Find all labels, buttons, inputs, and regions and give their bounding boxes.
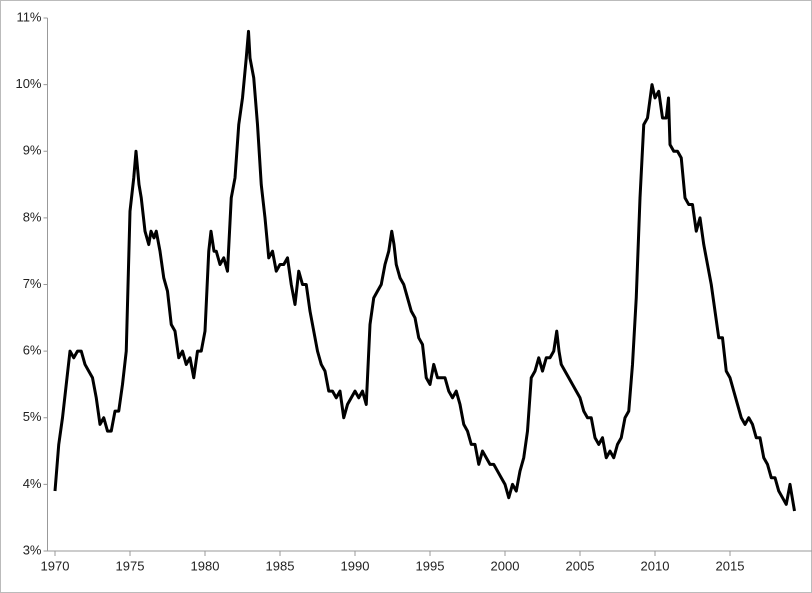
x-tick-label: 2005	[566, 558, 595, 573]
x-tick-label: 1975	[116, 558, 145, 573]
y-tick-label: 11%	[16, 9, 41, 24]
x-tick-label: 2015	[716, 558, 745, 573]
x-tick-label: 1985	[266, 558, 295, 573]
y-tick-label: 8%	[23, 209, 42, 224]
x-tick-label: 2000	[491, 558, 520, 573]
x-tick-label: 1990	[341, 558, 370, 573]
x-tick-label: 1995	[416, 558, 445, 573]
y-tick-label: 4%	[23, 476, 42, 491]
data-line	[53, 29, 796, 512]
x-tick-label: 2010	[641, 558, 670, 573]
y-tick-label: 6%	[23, 343, 42, 358]
x-tick-label: 1970	[41, 558, 70, 573]
y-tick-label: 10%	[15, 76, 41, 91]
y-tick-label: 9%	[23, 143, 42, 158]
x-tick-label: 1980	[191, 558, 220, 573]
y-tick-label: 7%	[23, 276, 42, 291]
y-tick-label: 5%	[23, 409, 42, 424]
y-tick-label: 3%	[23, 542, 42, 557]
